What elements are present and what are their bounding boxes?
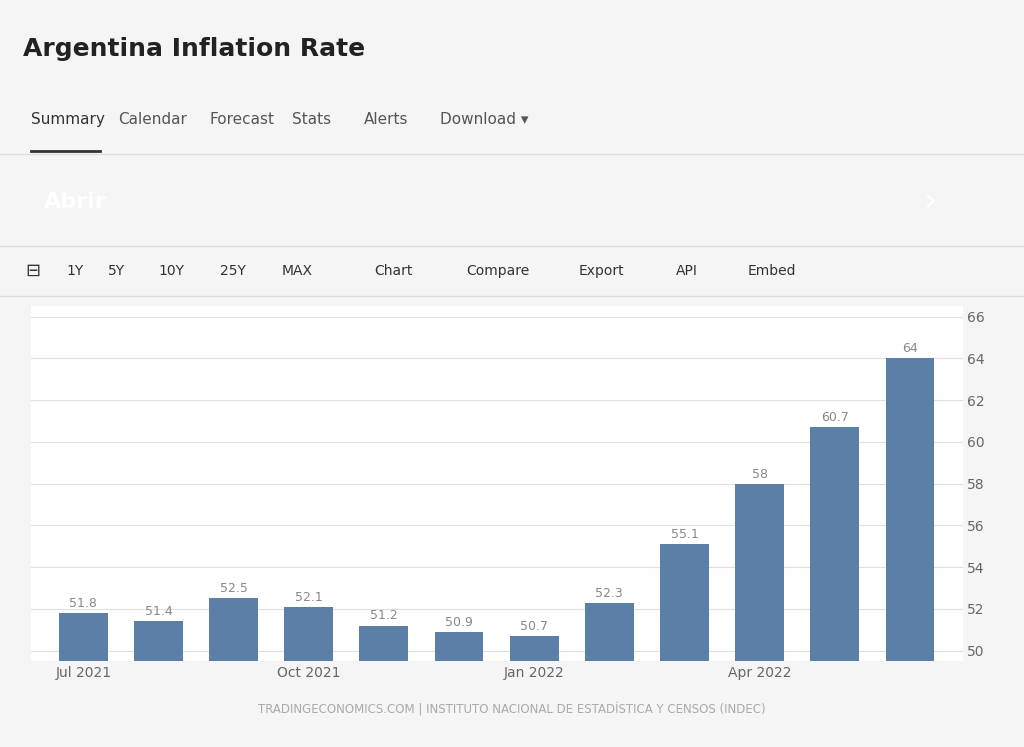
Text: 1Y: 1Y	[67, 264, 84, 278]
Bar	[886, 359, 934, 747]
Text: Export: Export	[579, 264, 625, 278]
Bar	[434, 632, 483, 747]
Bar	[209, 598, 258, 747]
Text: 55.1: 55.1	[671, 528, 698, 541]
Bar	[134, 622, 183, 747]
Text: TRADINGECONOMICS.COM | INSTITUTO NACIONAL DE ESTADÍSTICA Y CENSOS (INDEC): TRADINGECONOMICS.COM | INSTITUTO NACIONA…	[258, 703, 766, 716]
Bar	[810, 427, 859, 747]
Text: 51.4: 51.4	[144, 605, 172, 619]
Bar	[735, 484, 784, 747]
Text: API: API	[676, 264, 697, 278]
Text: 5Y: 5Y	[108, 264, 125, 278]
Bar	[59, 613, 108, 747]
Bar	[359, 625, 409, 747]
Text: Download ▾: Download ▾	[440, 112, 528, 128]
Text: Alerts: Alerts	[364, 112, 408, 128]
Text: 60.7: 60.7	[821, 411, 849, 424]
Text: Argentina Inflation Rate: Argentina Inflation Rate	[23, 37, 365, 61]
Text: MAX: MAX	[282, 264, 312, 278]
Text: ›: ›	[924, 185, 937, 218]
Text: 51.2: 51.2	[370, 610, 397, 622]
Text: Summary: Summary	[31, 112, 104, 128]
Text: Stats: Stats	[292, 112, 331, 128]
Text: Compare: Compare	[466, 264, 529, 278]
Text: 52.5: 52.5	[220, 583, 248, 595]
Text: Abrir: Abrir	[44, 192, 106, 211]
Text: 25Y: 25Y	[220, 264, 246, 278]
Text: 64: 64	[902, 342, 918, 356]
Text: 51.8: 51.8	[70, 597, 97, 610]
Text: Embed: Embed	[748, 264, 796, 278]
Text: Chart: Chart	[374, 264, 412, 278]
Text: 52.1: 52.1	[295, 591, 323, 604]
Text: 50.9: 50.9	[445, 616, 473, 629]
Text: 50.7: 50.7	[520, 620, 548, 633]
Bar	[585, 603, 634, 747]
Bar	[285, 607, 333, 747]
Text: 58: 58	[752, 468, 768, 480]
Bar	[660, 545, 709, 747]
Bar	[510, 636, 559, 747]
Text: ⊟: ⊟	[26, 261, 41, 280]
Text: Forecast: Forecast	[210, 112, 274, 128]
Text: Calendar: Calendar	[118, 112, 186, 128]
Text: 10Y: 10Y	[159, 264, 184, 278]
Text: 52.3: 52.3	[596, 586, 624, 600]
